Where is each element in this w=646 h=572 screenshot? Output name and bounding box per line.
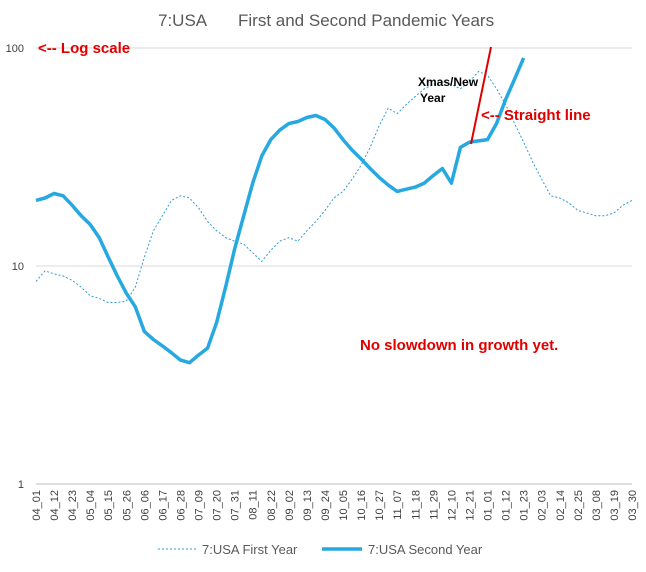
x-tick-label: 08_22 <box>266 490 278 521</box>
y-axis-tick-labels: 1 10 100 <box>6 43 24 491</box>
chart-title-region: 7:USA <box>158 11 208 30</box>
x-tick-label: 04_23 <box>67 490 79 521</box>
straight-line-annotation <box>470 46 492 145</box>
x-tick-label: 10_27 <box>374 490 386 521</box>
x-tick-label: 05_15 <box>103 490 115 521</box>
series-line-second-year <box>35 57 526 365</box>
x-tick-label: 04_01 <box>31 490 43 521</box>
x-tick-label: 03_30 <box>627 490 639 521</box>
x-tick-label: 01_23 <box>519 490 531 521</box>
x-tick-label: 05_04 <box>85 490 97 521</box>
x-tick-label: 10_05 <box>338 490 350 521</box>
y-tick-label: 10 <box>12 261 24 273</box>
x-tick-label: 10_16 <box>356 490 368 521</box>
x-tick-label: 06_17 <box>157 490 169 521</box>
x-tick-label: 11_07 <box>392 490 404 520</box>
gridlines <box>36 47 632 485</box>
x-tick-label: 01_12 <box>501 490 513 521</box>
x-tick-label: 09_13 <box>302 490 314 521</box>
legend: 7:USA First Year 7:USA Second Year <box>158 542 483 557</box>
x-tick-label: 02_25 <box>573 490 585 521</box>
legend-label-second-year: 7:USA Second Year <box>368 542 483 557</box>
x-tick-label: 01_01 <box>483 490 495 521</box>
x-tick-label: 09_02 <box>284 490 296 521</box>
x-tick-label: 02_14 <box>555 490 567 521</box>
annotation-xmas: Xmas/New <box>418 75 479 89</box>
x-axis-tick-labels: 04_01 04_12 04_23 05_04 05_15 05_26 06_06 06_17… <box>31 490 639 521</box>
annotation-no-slowdown: No slowdown in growth yet. <box>360 337 558 354</box>
series-lines <box>35 57 633 365</box>
annotation-log-scale: <-- Log scale <box>38 40 130 57</box>
x-tick-label: 05_26 <box>121 490 133 521</box>
legend-label-first-year: 7:USA First Year <box>202 542 298 557</box>
x-tick-label: 07_09 <box>194 490 206 521</box>
y-tick-label: 100 <box>6 43 24 55</box>
x-tick-label: 03_19 <box>609 490 621 521</box>
x-tick-label: 06_28 <box>175 490 187 521</box>
x-tick-label: 12_10 <box>446 490 458 521</box>
x-tick-label: 07_20 <box>212 490 224 521</box>
annotation-straight-line: <-- Straight line <box>481 107 591 124</box>
x-tick-label: 08_11 <box>248 490 260 520</box>
x-tick-label: 02_03 <box>537 490 549 521</box>
x-tick-label: 09_24 <box>320 490 332 521</box>
x-tick-label: 11_18 <box>410 490 422 520</box>
x-tick-label: 04_12 <box>49 490 61 521</box>
x-tick-label: 03_08 <box>591 490 603 521</box>
x-tick-label: 06_06 <box>139 490 151 521</box>
chart-title: First and Second Pandemic Years <box>238 11 494 30</box>
annotation-year: Year <box>420 91 446 105</box>
x-tick-label: 12_21 <box>464 490 476 521</box>
y-tick-label: 1 <box>18 479 24 491</box>
x-tick-label: 07_31 <box>230 490 242 521</box>
series-line-first-year <box>35 71 633 303</box>
x-tick-label: 11_29 <box>428 490 440 520</box>
